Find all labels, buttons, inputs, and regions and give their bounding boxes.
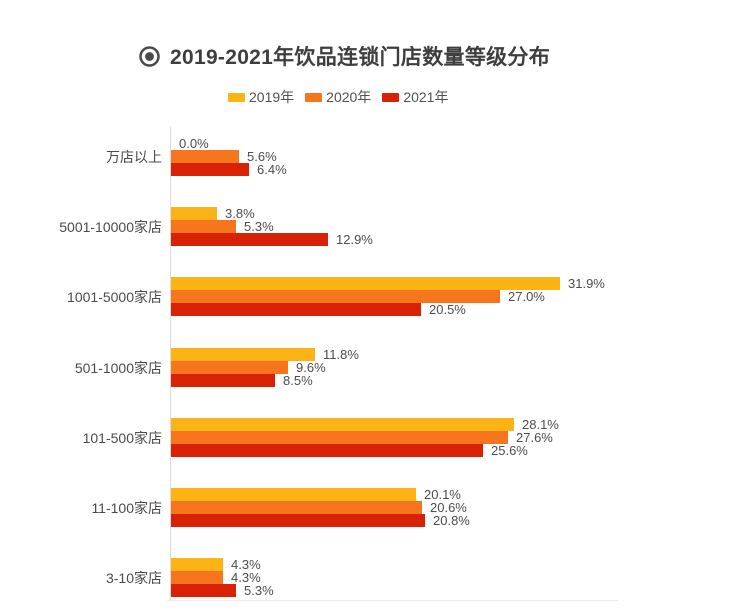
value-label: 4.3% [231, 557, 261, 572]
value-label: 3.8% [225, 206, 255, 221]
legend-swatch-icon [382, 92, 400, 102]
bar-2020年 [171, 571, 223, 584]
bar-group: 5001-10000家店 3.8% 5.3% 12.9% [0, 206, 729, 247]
bar-2019年 [171, 277, 560, 290]
bar-group: 1001-5000家店 31.9% 27.0% 20.5% [0, 276, 729, 317]
bar-2020年 [171, 290, 500, 303]
bar-2021年 [171, 163, 249, 176]
chart-legend: 2019年 2020年 2021年 [228, 87, 448, 107]
legend-label: 2021年 [403, 89, 449, 105]
bar-group: 3-10家店 4.3% 4.3% 5.3% [0, 557, 729, 598]
category-label: 5001-10000家店 [59, 218, 162, 235]
bar-2020年 [171, 150, 239, 163]
value-label: 20.8% [433, 513, 470, 528]
value-label: 12.9% [336, 232, 373, 247]
legend-item: 2019年 [228, 87, 294, 107]
value-label: 5.6% [247, 149, 277, 164]
legend-swatch-icon [228, 92, 245, 102]
bar-2021年 [171, 374, 275, 387]
value-label: 20.6% [430, 500, 467, 515]
value-label: 31.9% [568, 276, 605, 291]
chart-title: 2019-2021年饮品连锁门店数量等级分布 [170, 46, 551, 69]
category-label: 101-500家店 [82, 429, 162, 446]
bar-2019年 [171, 207, 217, 220]
legend-swatch-icon [305, 92, 323, 102]
value-label: 5.3% [244, 219, 274, 234]
bar-2020年 [171, 220, 236, 233]
legend-label: 2019年 [249, 89, 295, 105]
value-label: 8.5% [283, 373, 313, 388]
bar-2019年 [171, 558, 223, 571]
chart-header: 2019-2021年饮品连锁门店数量等级分布 [138, 41, 550, 71]
bar-2019年 [171, 348, 315, 361]
value-label: 20.5% [429, 302, 466, 317]
value-label: 25.6% [491, 443, 528, 458]
bar-group: 101-500家店 28.1% 27.6% 25.6% [0, 417, 729, 458]
bar-2019年 [171, 488, 416, 501]
value-label: 6.4% [257, 162, 287, 177]
bar-2020年 [171, 501, 422, 514]
value-label: 5.3% [244, 583, 274, 598]
value-label: 20.1% [424, 487, 461, 502]
bar-2021年 [171, 233, 328, 246]
category-label: 3-10家店 [105, 569, 162, 586]
bar-2020年 [171, 361, 288, 374]
x-axis-line [167, 600, 618, 601]
category-label: 万店以上 [106, 148, 162, 165]
value-label: 0.0% [179, 136, 209, 151]
bar-group: 501-1000家店 11.8% 9.6% 8.5% [0, 347, 729, 388]
target-icon [139, 45, 160, 67]
bar-group: 11-100家店 20.1% 20.6% 20.8% [0, 487, 729, 528]
bar-2020年 [171, 431, 508, 444]
value-label: 11.8% [323, 347, 359, 362]
legend-label: 2020年 [326, 89, 372, 105]
bar-2021年 [171, 303, 421, 316]
legend-item: 2021年 [382, 87, 448, 107]
y-axis-line [170, 127, 171, 601]
value-label: 27.0% [508, 289, 545, 304]
value-label: 9.6% [296, 360, 326, 375]
category-label: 1001-5000家店 [67, 288, 162, 305]
value-label: 28.1% [522, 417, 559, 432]
category-label: 501-1000家店 [74, 359, 162, 376]
bar-2019年 [171, 418, 514, 431]
bar-2021年 [171, 514, 425, 527]
legend-item: 2020年 [305, 87, 371, 107]
bar-2021年 [171, 444, 483, 457]
value-label: 4.3% [231, 570, 261, 585]
bar-2021年 [171, 584, 236, 597]
value-label: 27.6% [516, 430, 553, 445]
bar-group: 万店以上 0.0% 5.6% 6.4% [0, 136, 729, 177]
category-label: 11-100家店 [91, 499, 162, 516]
